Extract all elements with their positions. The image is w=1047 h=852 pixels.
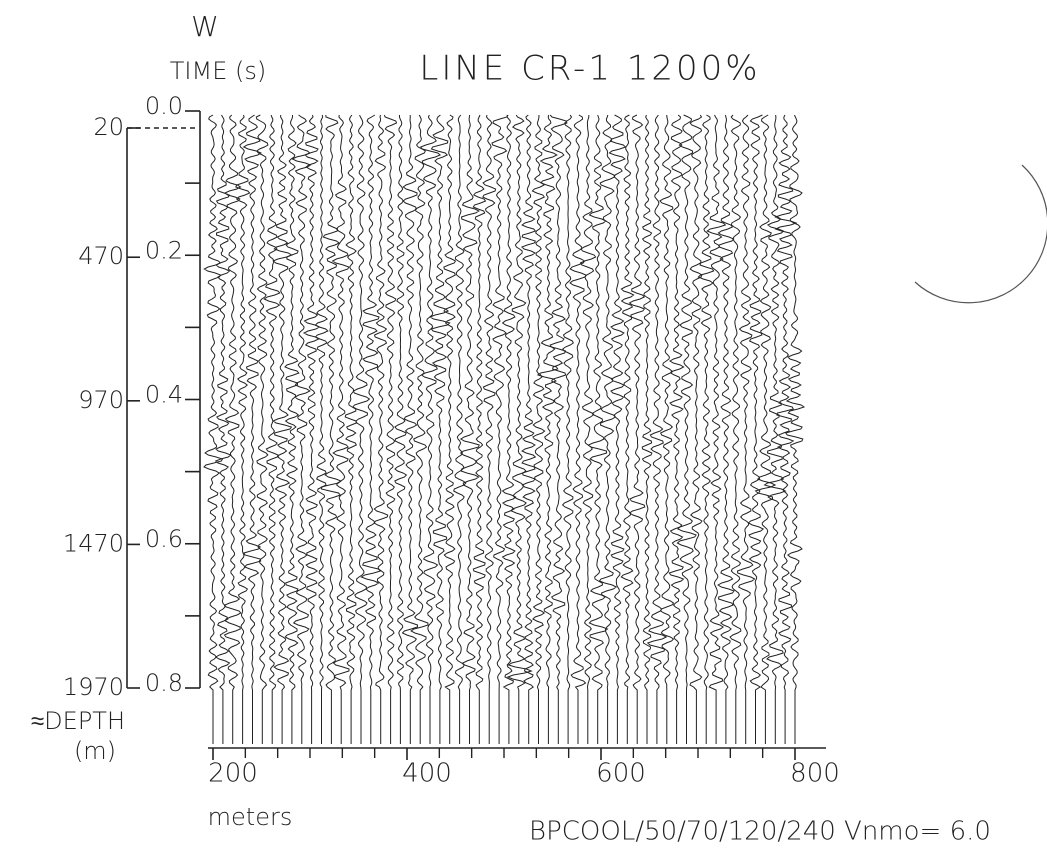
- trace: [482, 114, 497, 744]
- trace: [608, 114, 627, 744]
- trace: [774, 114, 798, 744]
- trace: [443, 114, 457, 744]
- trace: [255, 114, 269, 744]
- trace: [428, 114, 451, 744]
- trace: [628, 114, 646, 744]
- trace: [747, 114, 765, 744]
- trace: [689, 114, 703, 744]
- time-axis-label: TIME (s): [170, 57, 266, 85]
- trace: [453, 114, 467, 744]
- depth-tick-label: 470: [78, 242, 124, 270]
- time-tick-label: 0.6: [145, 525, 183, 553]
- trace: [754, 114, 777, 744]
- trace: [331, 114, 350, 744]
- trace: [536, 114, 559, 744]
- trace: [420, 114, 442, 744]
- trace: [242, 114, 262, 744]
- trace: [360, 114, 382, 744]
- trace: [272, 114, 293, 744]
- time-tick-label: 0.8: [145, 669, 183, 697]
- trace: [373, 114, 389, 744]
- trace: [659, 114, 675, 744]
- trace: [531, 114, 546, 744]
- trace: [729, 114, 742, 744]
- time-tick-label: 0.0: [145, 92, 183, 120]
- depth-tick-label: 970: [78, 386, 124, 414]
- trace: [263, 114, 281, 744]
- trace: [491, 114, 509, 744]
- trace: [676, 114, 697, 744]
- trace: [561, 114, 574, 744]
- trace: [549, 114, 568, 744]
- time-tick-label: 0.2: [145, 236, 183, 264]
- trace: [235, 114, 251, 744]
- processing-note: BPCOOL/50/70/120/240 Vnmo= 6.0: [529, 817, 991, 847]
- trace: [579, 115, 597, 744]
- trace: [641, 114, 653, 744]
- trace: [344, 114, 357, 744]
- distance-tick-label: 600: [596, 759, 646, 789]
- trace: [383, 114, 398, 744]
- trace: [291, 114, 312, 744]
- trace: [620, 114, 635, 744]
- trace: [706, 114, 727, 744]
- trace: [569, 114, 587, 744]
- trace: [736, 114, 756, 744]
- depth-axis-unit: (m): [74, 737, 116, 765]
- trace: [763, 114, 787, 744]
- distance-tick-label: 200: [208, 759, 258, 789]
- depth-tick-label: 20: [93, 113, 124, 141]
- time-tick-label: 0.4: [145, 381, 183, 409]
- depth-axis-label: ≈DEPTH: [31, 707, 125, 735]
- distance-tick-label: 800: [790, 759, 840, 789]
- trace: [352, 114, 371, 744]
- trace: [320, 114, 343, 744]
- trace: [214, 114, 232, 744]
- trace: [646, 114, 668, 744]
- trace: [459, 114, 480, 744]
- trace: [501, 114, 517, 744]
- trace: [223, 114, 242, 744]
- x-axis-label: meters: [208, 803, 293, 831]
- trace: [668, 114, 685, 744]
- scan-artifact: [914, 164, 1047, 304]
- trace: [717, 114, 735, 744]
- trace: [520, 114, 537, 744]
- depth-tick-label: 1470: [63, 529, 124, 557]
- direction-label: W: [191, 10, 219, 43]
- trace: [203, 114, 224, 744]
- distance-tick-label: 400: [402, 759, 452, 789]
- trace: [410, 114, 429, 744]
- trace: [598, 114, 618, 744]
- chart-title: LINE CR-1 1200%: [419, 49, 760, 89]
- trace: [284, 115, 300, 744]
- trace: [506, 114, 533, 744]
- trace: [302, 114, 321, 744]
- trace: [472, 114, 487, 744]
- trace: [587, 114, 609, 744]
- trace: [401, 114, 419, 744]
- trace: [314, 114, 329, 744]
- trace: [697, 114, 715, 744]
- depth-tick-label: 1970: [63, 673, 124, 701]
- traces: [203, 114, 806, 744]
- trace: [784, 114, 806, 744]
- trace: [394, 115, 408, 744]
